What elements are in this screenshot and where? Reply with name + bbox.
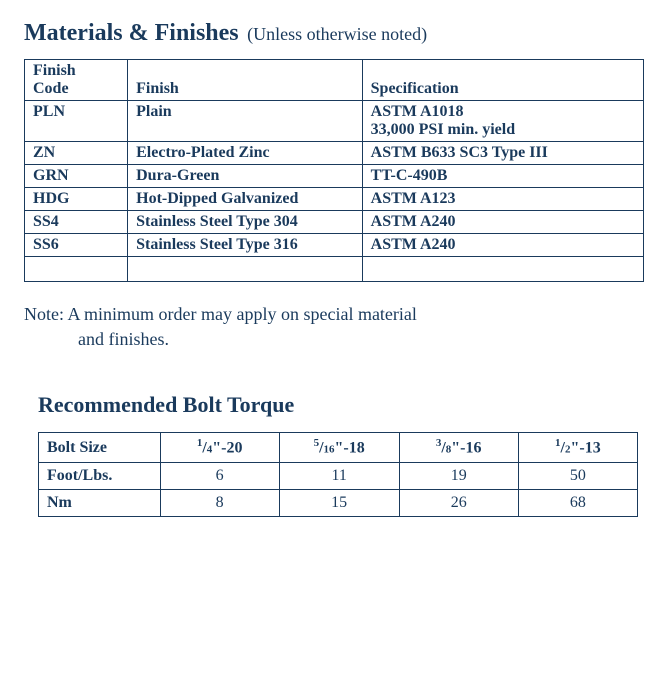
materials-finishes-table: Finish Code Finish Specification PLNPlai…: [24, 59, 644, 282]
table-row: SS6Stainless Steel Type 316ASTM A240: [25, 234, 644, 257]
table-row: HDGHot-Dipped GalvanizedASTM A123: [25, 188, 644, 211]
table-row: ZNElectro-Plated ZincASTM B633 SC3 Type …: [25, 142, 644, 165]
page-title: Materials & Finishes (Unless otherwise n…: [24, 20, 643, 47]
torque-value: 19: [399, 462, 518, 489]
table-row: SS4Stainless Steel Type 304ASTM A240: [25, 211, 644, 234]
torque-value: 68: [518, 489, 637, 516]
header-specification: Specification: [362, 60, 643, 101]
header-finish: Finish: [128, 60, 363, 101]
cell-finish: Dura-Green: [128, 165, 363, 188]
cell-finish: Stainless Steel Type 316: [128, 234, 363, 257]
table-row: Nm8152668: [39, 489, 638, 516]
cell-finish-code: HDG: [25, 188, 128, 211]
bolt-size-2: 3/8"-16: [399, 433, 518, 462]
bolt-torque-table: Bolt Size 1/4"-20 5/16"-18 3/8"-16 1/2"-…: [38, 432, 638, 516]
table-row: Foot/Lbs.6111950: [39, 462, 638, 489]
cell-specification: ASTM A123: [362, 188, 643, 211]
cell-finish-code: SS6: [25, 234, 128, 257]
cell-specification: ASTM A240: [362, 211, 643, 234]
row-label: Nm: [39, 489, 161, 516]
cell-specification: ASTM B633 SC3 Type III: [362, 142, 643, 165]
cell-finish: Plain: [128, 101, 363, 142]
torque-value: 11: [279, 462, 399, 489]
header-bolt-size: Bolt Size: [39, 433, 161, 462]
cell-finish: Electro-Plated Zinc: [128, 142, 363, 165]
torque-value: 50: [518, 462, 637, 489]
header-finish-code: Finish Code: [25, 60, 128, 101]
cell-specification: ASTM A101833,000 PSI min. yield: [362, 101, 643, 142]
cell-finish-code: ZN: [25, 142, 128, 165]
cell-specification: TT-C-490B: [362, 165, 643, 188]
torque-value: 15: [279, 489, 399, 516]
table-header-row: Finish Code Finish Specification: [25, 60, 644, 101]
row-label: Foot/Lbs.: [39, 462, 161, 489]
cell-finish-code: SS4: [25, 211, 128, 234]
cell-finish: Stainless Steel Type 304: [128, 211, 363, 234]
cell-finish-code: PLN: [25, 101, 128, 142]
bolt-size-1: 5/16"-18: [279, 433, 399, 462]
bolt-size-0: 1/4"-20: [160, 433, 279, 462]
torque-value: 6: [160, 462, 279, 489]
bolt-size-3: 1/2"-13: [518, 433, 637, 462]
torque-header-row: Bolt Size 1/4"-20 5/16"-18 3/8"-16 1/2"-…: [39, 433, 638, 462]
cell-finish: Hot-Dipped Galvanized: [128, 188, 363, 211]
note-text: Note: A minimum order may apply on speci…: [24, 302, 643, 352]
table-row: GRNDura-GreenTT-C-490B: [25, 165, 644, 188]
table-row: PLNPlainASTM A101833,000 PSI min. yield: [25, 101, 644, 142]
cell-specification: ASTM A240: [362, 234, 643, 257]
table-blank-row: [25, 257, 644, 282]
torque-section-title: Recommended Bolt Torque: [38, 392, 643, 418]
torque-value: 26: [399, 489, 518, 516]
title-main: Materials & Finishes: [24, 20, 239, 46]
torque-value: 8: [160, 489, 279, 516]
title-subtitle: (Unless otherwise noted): [243, 24, 427, 44]
cell-finish-code: GRN: [25, 165, 128, 188]
